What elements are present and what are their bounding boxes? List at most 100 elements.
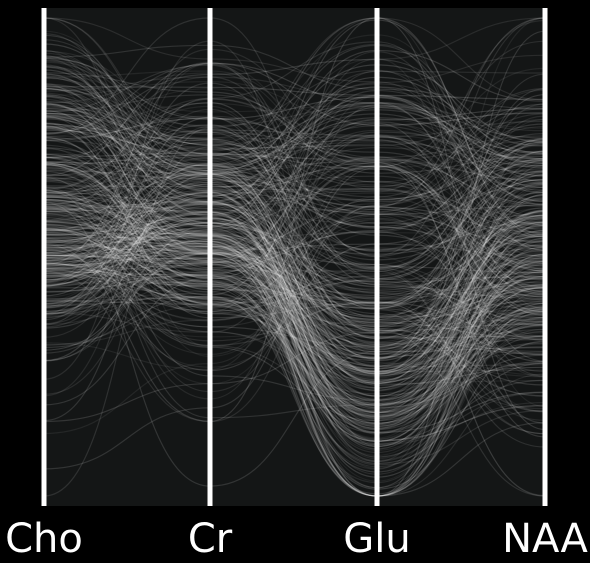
- polyline: [43, 105, 546, 233]
- polyline: [43, 254, 546, 414]
- polyline: [43, 211, 546, 448]
- polyline: [43, 125, 546, 375]
- polyline: [43, 67, 546, 168]
- polyline: [43, 253, 546, 359]
- polyline: [43, 159, 546, 304]
- polyline: [43, 183, 546, 309]
- polyline: [43, 88, 546, 198]
- polyline: [43, 241, 546, 497]
- axis-label-naa: NAA: [502, 516, 588, 562]
- polyline: [43, 34, 546, 172]
- polyline: [43, 142, 546, 304]
- polyline: [43, 168, 546, 372]
- polyline: [43, 174, 546, 359]
- polyline: [43, 192, 546, 225]
- polyline: [43, 267, 546, 442]
- polyline: [43, 238, 546, 413]
- polyline: [43, 237, 546, 495]
- polyline: [43, 118, 546, 330]
- polyline: [43, 223, 546, 310]
- polyline: [43, 179, 546, 422]
- polyline: [43, 117, 546, 325]
- polyline: [43, 87, 546, 269]
- polyline: [43, 95, 546, 371]
- polyline: [43, 189, 546, 370]
- polyline: [43, 165, 546, 417]
- polyline: [43, 189, 546, 332]
- polyline: [43, 200, 546, 389]
- polyline: [43, 62, 546, 326]
- polyline: [43, 107, 546, 272]
- polyline: [43, 177, 546, 252]
- polyline: [43, 155, 546, 192]
- polyline: [43, 191, 546, 450]
- polyline: [43, 129, 546, 270]
- polyline: [43, 58, 546, 408]
- polyline: [43, 88, 546, 168]
- polyline: [43, 195, 546, 360]
- polyline: [43, 138, 546, 307]
- polyline: [43, 200, 546, 408]
- polyline: [43, 17, 546, 361]
- polyline: [43, 137, 546, 240]
- axis-label-cr: Cr: [188, 516, 233, 562]
- polyline: [43, 202, 546, 285]
- polyline: [43, 115, 546, 321]
- polyline: [43, 163, 546, 497]
- polyline: [43, 231, 546, 341]
- polyline: [43, 209, 546, 497]
- polyline: [43, 217, 546, 297]
- polyline: [43, 169, 546, 351]
- polyline: [43, 249, 546, 293]
- polyline: [43, 196, 546, 433]
- polyline: [43, 64, 546, 244]
- polyline: [43, 251, 546, 435]
- polyline: [43, 96, 546, 377]
- polyline: [43, 217, 546, 332]
- polyline: [43, 250, 546, 468]
- polyline: [43, 252, 546, 354]
- polyline: [43, 17, 546, 431]
- polyline: [43, 206, 546, 451]
- polyline: [43, 200, 546, 344]
- polyline: [43, 191, 546, 420]
- polyline: [43, 257, 546, 321]
- polyline: [43, 213, 546, 373]
- polyline: [43, 122, 546, 322]
- polyline: [43, 237, 546, 446]
- polyline: [43, 83, 546, 177]
- polyline: [43, 102, 546, 172]
- polyline: [43, 261, 546, 367]
- polyline: [43, 152, 546, 376]
- polyline: [43, 196, 546, 356]
- polyline: [43, 191, 546, 326]
- polyline: [43, 235, 546, 381]
- polyline: [43, 162, 546, 367]
- polyline: [43, 189, 546, 419]
- polyline: [43, 55, 546, 372]
- polyline: [43, 233, 546, 440]
- polyline: [43, 64, 546, 174]
- polyline: [43, 271, 546, 447]
- polyline: [43, 203, 546, 373]
- polyline: [43, 252, 546, 329]
- polyline: [43, 17, 546, 313]
- polyline: [43, 240, 546, 384]
- polyline: [43, 125, 546, 305]
- polyline: [43, 217, 546, 392]
- polyline: [43, 64, 546, 280]
- polyline: [43, 268, 546, 463]
- polyline: [43, 173, 546, 260]
- polyline: [43, 108, 546, 266]
- polyline: [43, 60, 546, 176]
- polyline: [44, 236, 546, 475]
- polyline: [43, 157, 546, 473]
- polyline: [43, 208, 546, 454]
- polyline: [43, 141, 546, 310]
- polyline: [43, 82, 546, 358]
- polyline: [43, 259, 546, 391]
- polyline: [43, 72, 546, 174]
- polyline: [43, 211, 546, 427]
- polyline: [43, 165, 546, 435]
- polyline: [43, 173, 546, 409]
